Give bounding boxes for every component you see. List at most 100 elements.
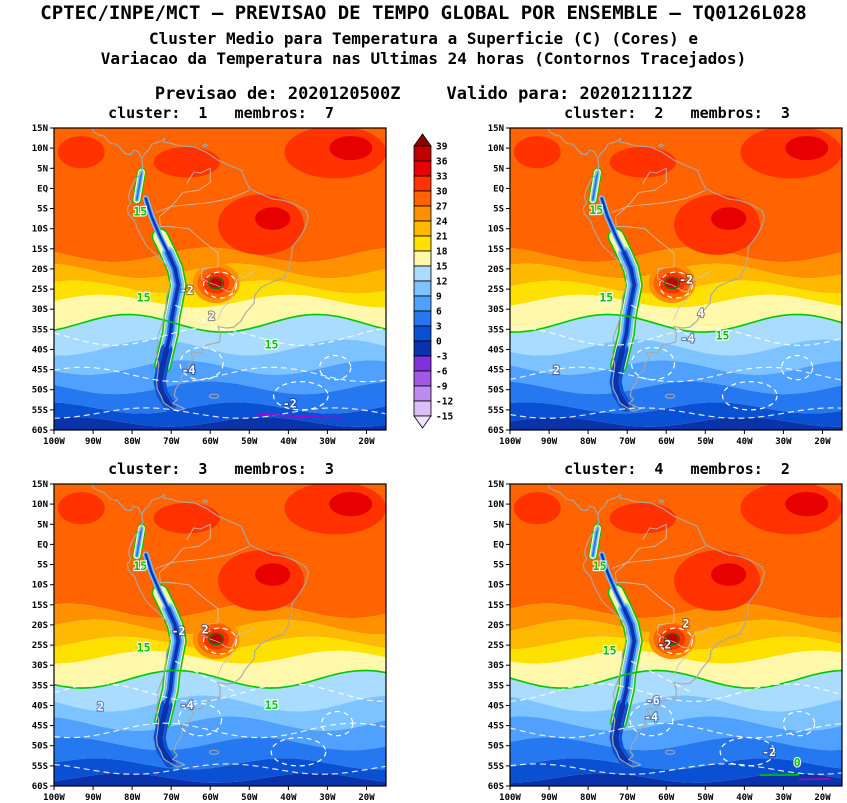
svg-text:60W: 60W [202, 793, 219, 802]
svg-text:70W: 70W [619, 793, 636, 802]
svg-text:2: 2 [683, 616, 690, 630]
svg-text:35S: 35S [32, 681, 48, 691]
svg-text:20S: 20S [488, 265, 504, 275]
svg-text:-15: -15 [436, 411, 453, 422]
svg-text:20W: 20W [814, 437, 831, 446]
panel-cluster-4: cluster: 4 membros: 2 15 15 2 -2 -6 -4 -2 0 15N 1… [480, 460, 847, 802]
svg-text:-6: -6 [646, 694, 660, 708]
svg-text:5S: 5S [493, 561, 504, 571]
svg-text:6: 6 [436, 306, 442, 317]
svg-text:45S: 45S [488, 366, 504, 376]
panel-cluster-1: cluster: 1 membros: 7 15 15 -2 2 15 -4 -2 15N 10… [24, 104, 404, 446]
svg-text:25S: 25S [32, 285, 48, 295]
svg-text:15: 15 [599, 291, 613, 305]
svg-text:10S: 10S [488, 225, 504, 235]
svg-text:15: 15 [133, 205, 147, 219]
svg-text:15: 15 [593, 559, 607, 573]
page-title: CPTEC/INPE/MCT — PREVISAO DE TEMPO GLOBA… [40, 2, 807, 24]
map-cluster-1: 15 15 -2 2 15 -4 -2 15N 10N 5N EQ 5S 10S 15S 20S 25S 30S… [32, 124, 387, 446]
svg-text:10N: 10N [32, 144, 48, 154]
forecast-init-time: Previsao de: 2020120500Z [154, 84, 401, 104]
svg-text:15: 15 [436, 261, 448, 272]
svg-text:15: 15 [137, 641, 151, 655]
svg-text:15: 15 [716, 328, 730, 342]
svg-text:90W: 90W [541, 437, 558, 446]
svg-text:39: 39 [436, 141, 448, 152]
svg-text:2: 2 [202, 623, 209, 637]
map-cluster-3: 15 15 -2 2 2 -4 15 15N 10N 5N EQ 5S 10S 15S 20S 25S 30S 3… [32, 480, 387, 802]
svg-text:30W: 30W [319, 793, 336, 802]
svg-text:70W: 70W [163, 437, 180, 446]
svg-text:20S: 20S [488, 621, 504, 631]
svg-text:-4: -4 [180, 698, 194, 712]
svg-text:30W: 30W [775, 437, 792, 446]
svg-text:55S: 55S [32, 762, 48, 772]
svg-text:27: 27 [436, 201, 447, 212]
svg-text:45S: 45S [32, 722, 48, 732]
colorbar: 39 36 33 30 27 24 21 18 15 12 9 6 3 0 -3 -6 -9 -12 -15 [412, 132, 474, 438]
svg-text:20W: 20W [358, 437, 375, 446]
svg-text:0: 0 [794, 755, 801, 769]
svg-text:35S: 35S [488, 325, 504, 335]
svg-text:18: 18 [436, 246, 448, 257]
panel-title-cluster-2: cluster: 2 membros: 3 [564, 104, 790, 122]
panel-title-cluster-1: cluster: 1 membros: 7 [108, 104, 334, 122]
svg-text:10N: 10N [32, 500, 48, 510]
svg-text:5N: 5N [493, 520, 504, 530]
svg-text:100W: 100W [43, 793, 65, 802]
svg-text:100W: 100W [499, 437, 521, 446]
svg-text:10S: 10S [32, 581, 48, 591]
svg-text:80W: 80W [580, 793, 597, 802]
svg-text:-4: -4 [644, 710, 658, 724]
svg-text:-4: -4 [681, 331, 695, 345]
svg-text:30W: 30W [319, 437, 336, 446]
svg-text:5S: 5S [37, 561, 48, 571]
svg-text:45S: 45S [488, 722, 504, 732]
svg-text:5N: 5N [37, 164, 48, 174]
svg-text:-2: -2 [283, 396, 297, 410]
svg-text:35S: 35S [488, 681, 504, 691]
svg-text:60S: 60S [488, 426, 504, 436]
svg-text:-2: -2 [762, 745, 776, 759]
svg-text:40W: 40W [280, 437, 297, 446]
svg-text:50S: 50S [488, 742, 504, 752]
svg-text:50S: 50S [32, 742, 48, 752]
svg-text:15N: 15N [488, 124, 504, 134]
map-cluster-2: 15 15 -2 4-4 2 15 15N 10N 5N EQ 5S 10S 15S 20S 25S 30S 3… [488, 124, 843, 446]
svg-text:60S: 60S [32, 426, 48, 436]
svg-text:EQ: EQ [493, 184, 504, 194]
svg-text:55S: 55S [488, 762, 504, 772]
svg-text:15S: 15S [32, 245, 48, 255]
svg-text:15: 15 [265, 698, 279, 712]
svg-text:40S: 40S [32, 702, 48, 712]
svg-text:21: 21 [436, 231, 448, 242]
svg-text:25S: 25S [488, 641, 504, 651]
svg-text:30S: 30S [32, 661, 48, 671]
svg-text:2: 2 [97, 700, 104, 714]
svg-text:EQ: EQ [37, 540, 48, 550]
svg-text:90W: 90W [85, 437, 102, 446]
svg-text:50W: 50W [697, 437, 714, 446]
svg-text:12: 12 [436, 276, 447, 287]
svg-text:90W: 90W [85, 793, 102, 802]
svg-text:20W: 20W [814, 793, 831, 802]
svg-text:30S: 30S [488, 305, 504, 315]
svg-text:20W: 20W [358, 793, 375, 802]
svg-text:50W: 50W [241, 437, 258, 446]
svg-text:40W: 40W [736, 793, 753, 802]
svg-text:36: 36 [436, 156, 448, 167]
svg-text:0: 0 [436, 336, 442, 347]
svg-text:50W: 50W [697, 793, 714, 802]
panel-title-cluster-3: cluster: 3 membros: 3 [108, 460, 334, 478]
svg-text:15: 15 [603, 644, 617, 658]
svg-text:20S: 20S [32, 621, 48, 631]
svg-text:4: 4 [697, 306, 704, 320]
svg-text:60W: 60W [658, 437, 675, 446]
svg-text:30W: 30W [775, 793, 792, 802]
svg-text:45S: 45S [32, 366, 48, 376]
svg-text:70W: 70W [163, 793, 180, 802]
svg-text:EQ: EQ [493, 540, 504, 550]
svg-text:80W: 80W [124, 793, 141, 802]
